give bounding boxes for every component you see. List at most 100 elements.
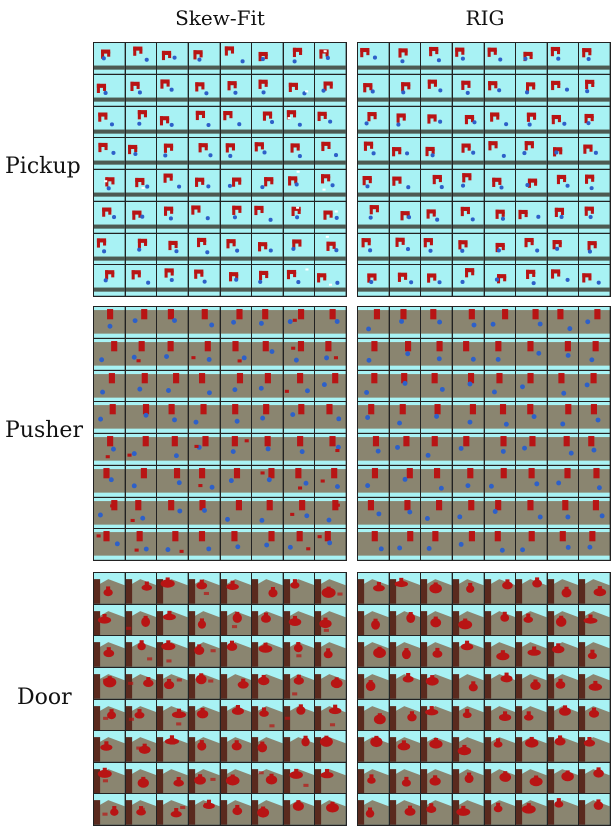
rollout-image xyxy=(358,74,389,106)
rollout-image xyxy=(283,434,315,465)
rollout-image xyxy=(94,106,125,138)
rollout-image xyxy=(94,573,125,604)
rollout-image xyxy=(125,604,157,636)
rollout-image xyxy=(579,434,610,465)
rollout-image xyxy=(252,465,283,497)
column-title-skew-fit: Skew-Fit xyxy=(175,6,265,30)
rollout-image xyxy=(315,370,346,402)
rollout-image xyxy=(283,762,315,794)
rollout-image xyxy=(220,106,252,138)
rollout-image xyxy=(421,699,452,731)
rollout-image xyxy=(452,434,484,465)
rollout-image xyxy=(547,138,579,169)
rollout-image xyxy=(516,201,547,233)
rollout-image xyxy=(547,201,579,233)
rollout-image xyxy=(125,43,157,74)
rollout-image xyxy=(547,170,579,201)
rollout-image xyxy=(188,74,220,106)
rollout-image xyxy=(94,402,125,433)
rollout-image xyxy=(516,667,547,699)
rollout-image xyxy=(125,201,157,233)
rollout-image xyxy=(125,74,157,106)
rollout-image xyxy=(358,573,389,604)
rollout-image xyxy=(389,201,421,233)
rollout-image xyxy=(389,731,421,762)
rollout-image xyxy=(283,667,315,699)
rollout-image xyxy=(452,106,484,138)
rollout-image xyxy=(188,43,220,74)
rollout-image xyxy=(94,74,125,106)
rollout-image xyxy=(421,604,452,636)
rollout-image xyxy=(252,529,283,560)
rollout-image xyxy=(579,731,610,762)
rollout-image xyxy=(283,265,315,296)
rollout-image xyxy=(283,497,315,529)
rollout-image xyxy=(220,636,252,667)
rollout-image xyxy=(188,265,220,296)
rollout-image xyxy=(452,170,484,201)
rollout-image xyxy=(252,731,283,762)
rollout-image xyxy=(358,529,389,560)
rollout-image xyxy=(452,497,484,529)
rollout-image xyxy=(220,794,252,825)
rollout-image xyxy=(220,699,252,731)
rollout-image xyxy=(283,74,315,106)
rollout-image xyxy=(516,794,547,825)
rollout-image xyxy=(547,233,579,265)
rollout-image xyxy=(94,636,125,667)
pickup-rig-grid xyxy=(357,42,611,297)
rollout-image xyxy=(452,402,484,433)
rollout-image xyxy=(516,573,547,604)
rollout-image xyxy=(452,731,484,762)
rollout-image xyxy=(283,794,315,825)
rollout-image xyxy=(94,138,125,169)
rollout-image xyxy=(421,794,452,825)
rollout-image xyxy=(516,636,547,667)
rollout-image xyxy=(421,138,452,169)
rollout-image xyxy=(421,106,452,138)
rollout-image xyxy=(358,170,389,201)
rollout-image xyxy=(358,370,389,402)
rollout-image xyxy=(252,794,283,825)
rollout-image xyxy=(315,307,346,338)
rollout-image xyxy=(389,573,421,604)
rollout-image xyxy=(358,106,389,138)
rollout-image xyxy=(94,233,125,265)
rollout-image xyxy=(220,338,252,370)
rollout-image xyxy=(315,265,346,296)
rollout-image xyxy=(252,265,283,296)
rollout-image xyxy=(547,604,579,636)
rollout-image xyxy=(94,604,125,636)
rollout-image xyxy=(516,529,547,560)
rollout-image xyxy=(452,604,484,636)
rollout-image xyxy=(94,201,125,233)
rollout-image xyxy=(389,667,421,699)
rollout-image xyxy=(389,370,421,402)
rollout-image xyxy=(516,265,547,296)
rollout-image xyxy=(157,138,188,169)
rollout-image xyxy=(389,636,421,667)
rollout-image xyxy=(547,106,579,138)
rollout-image xyxy=(125,762,157,794)
rollout-image xyxy=(389,699,421,731)
rollout-image xyxy=(358,465,389,497)
rollout-image xyxy=(358,233,389,265)
door-rig-grid xyxy=(357,572,611,826)
rollout-image xyxy=(125,529,157,560)
rollout-image xyxy=(421,667,452,699)
rollout-image xyxy=(579,762,610,794)
rollout-image xyxy=(157,106,188,138)
rollout-image xyxy=(358,307,389,338)
rollout-image xyxy=(315,794,346,825)
row-label-pusher: Pusher xyxy=(5,418,83,443)
rollout-image xyxy=(452,465,484,497)
rollout-image xyxy=(188,106,220,138)
rollout-image xyxy=(125,497,157,529)
rollout-image xyxy=(421,170,452,201)
rollout-image xyxy=(452,338,484,370)
rollout-image xyxy=(421,762,452,794)
rollout-image xyxy=(315,74,346,106)
rollout-image xyxy=(315,604,346,636)
rollout-image xyxy=(252,370,283,402)
rollout-image xyxy=(94,434,125,465)
